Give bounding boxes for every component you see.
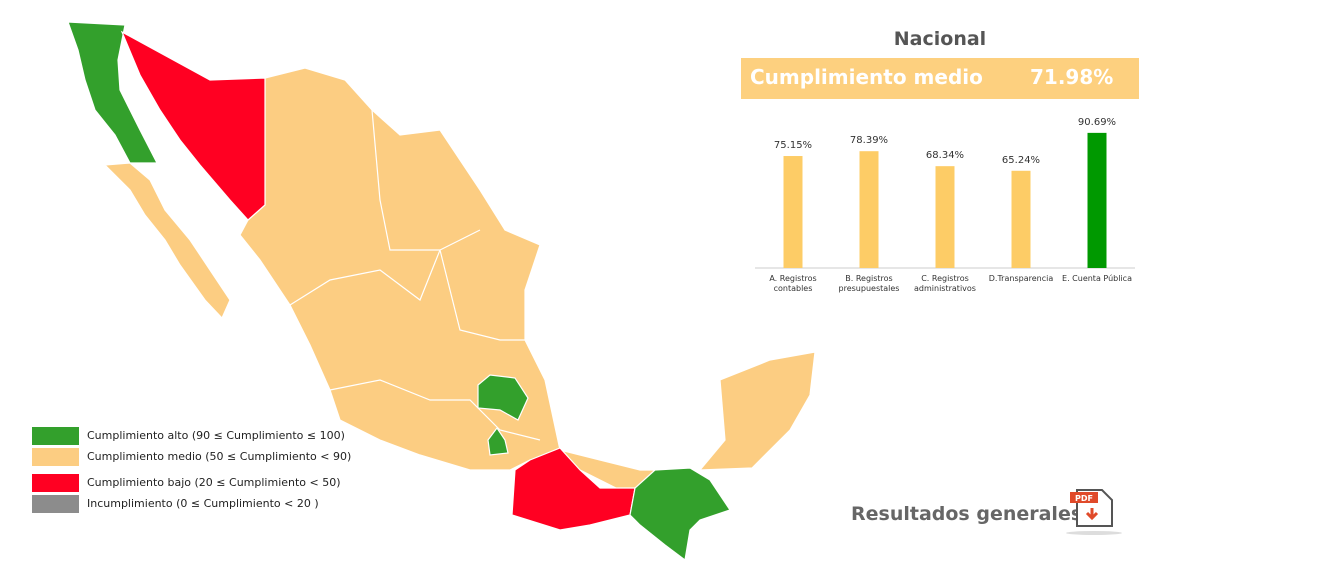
nacional-title: Nacional xyxy=(894,28,986,50)
value-label: 90.69% xyxy=(1078,117,1116,128)
border xyxy=(329,379,541,441)
bar xyxy=(1087,132,1107,268)
state xyxy=(67,21,158,164)
summary-band xyxy=(741,58,1139,99)
x-tick-label: B. Registros presupuestales xyxy=(838,274,900,293)
resultados-label[interactable]: Resultados generales xyxy=(851,503,1082,525)
border xyxy=(289,229,481,306)
state xyxy=(477,374,529,421)
bar xyxy=(783,156,803,268)
bar xyxy=(1011,170,1031,268)
legend-swatch xyxy=(32,474,79,492)
summary-value: 71.98% xyxy=(1030,65,1113,89)
legend-swatch xyxy=(32,448,79,466)
pdf-text: PDF xyxy=(1075,494,1093,503)
state xyxy=(629,467,731,562)
x-tick-label: D.Transparencia xyxy=(988,274,1054,283)
legend-label: Cumplimiento alto (90 ≤ Cumplimiento ≤ 1… xyxy=(87,429,345,442)
bar xyxy=(935,166,955,268)
legend-label: Incumplimiento (0 ≤ Cumplimiento < 20 ) xyxy=(87,497,319,510)
value-label: 68.34% xyxy=(926,150,964,161)
x-tick-label: A. Registros contables xyxy=(769,274,817,293)
state xyxy=(103,162,231,320)
x-tick-label: C. Registros administrativos xyxy=(914,274,976,293)
summary-label: Cumplimiento medio xyxy=(750,65,983,89)
value-label: 75.15% xyxy=(774,140,812,151)
value-label: 65.24% xyxy=(1002,155,1040,166)
legend-label: Cumplimiento bajo (20 ≤ Cumplimiento < 5… xyxy=(87,476,341,489)
legend-label: Cumplimiento medio (50 ≤ Cumplimiento < … xyxy=(87,450,352,463)
state xyxy=(120,30,266,221)
state xyxy=(698,351,816,471)
x-tick-label: E. Cuenta Pública xyxy=(1062,274,1132,283)
border xyxy=(371,109,525,341)
value-label: 78.39% xyxy=(850,135,888,146)
legend-swatch xyxy=(32,427,79,445)
mexico-map xyxy=(67,21,816,562)
pdf-icon[interactable]: PDF xyxy=(1066,489,1122,535)
state xyxy=(487,426,509,456)
legend-swatch xyxy=(32,495,79,513)
bar xyxy=(859,151,879,268)
